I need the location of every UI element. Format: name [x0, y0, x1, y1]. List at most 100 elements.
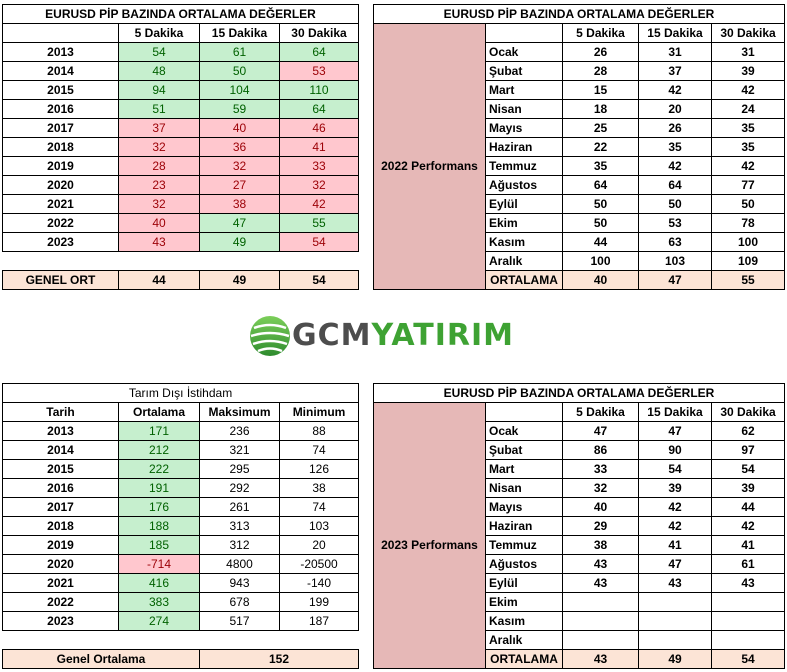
table-row: 2021 416 943 -140	[2, 573, 360, 593]
table-body: 2023 Performans Ocak 47 47 62 Şubat 86 90 97 Mart…	[373, 421, 786, 669]
value-cell: 35	[638, 137, 712, 157]
value-cell: 32	[279, 175, 359, 195]
value-cell: 25	[562, 118, 639, 138]
table-row: 2022 40 47 55	[2, 213, 359, 233]
month-cell: Şubat	[485, 440, 563, 460]
value-cell: 78	[710, 213, 786, 233]
table-row: Mayıs 25 26 35	[374, 118, 786, 138]
header-cell: Maksimum	[199, 402, 280, 422]
year-cell: 2020	[2, 175, 119, 195]
year-cell: 2023	[2, 611, 119, 631]
value-cell: 64	[279, 42, 359, 62]
table-2023-performance: EURUSD PİP BAZINDA ORTALAMA DEĞERLER 5 D…	[372, 383, 786, 669]
month-cell: Temmuz	[485, 156, 563, 176]
average-cell: 222	[118, 459, 200, 479]
min-cell: 103	[278, 516, 360, 536]
max-cell: 678	[199, 592, 280, 612]
table-row: 2015 94 104 110	[2, 80, 359, 100]
table-row: 2023 274 517 187	[2, 611, 360, 631]
table-body: 2022 Performans Ocak 26 31 31 Şubat 28 37 39 Mart…	[373, 42, 786, 290]
value-cell: 47	[638, 421, 712, 441]
value-cell: 28	[118, 156, 200, 176]
value-cell: 26	[562, 42, 639, 62]
header-cell: Tarih	[2, 402, 119, 422]
value-cell: 44	[562, 232, 639, 252]
side-label-top	[373, 23, 486, 43]
value-cell: 32	[118, 137, 200, 157]
header-cell: Minimum	[278, 402, 360, 422]
footer-label: ORTALAMA	[485, 270, 563, 290]
value-cell	[638, 592, 712, 612]
max-cell: 943	[199, 573, 280, 593]
value-cell: 59	[199, 99, 280, 119]
table-row: Şubat 86 90 97	[374, 440, 786, 460]
table-row: 2013 171 236 88	[2, 421, 360, 441]
value-cell: 35	[710, 137, 786, 157]
header-cell: 30 Dakika	[710, 23, 786, 43]
value-cell: 86	[562, 440, 639, 460]
month-cell: Ocak	[485, 421, 563, 441]
year-cell: 2017	[2, 118, 119, 138]
min-cell: 74	[278, 497, 360, 517]
table-row: Nisan 32 39 39	[374, 478, 786, 498]
month-cell: Nisan	[485, 99, 563, 119]
value-cell: 39	[638, 478, 712, 498]
value-cell: 42	[638, 516, 712, 536]
value-cell: 43	[562, 554, 639, 574]
value-cell: 62	[710, 421, 786, 441]
table-row: 2017 176 261 74	[2, 497, 360, 517]
month-cell: Haziran	[485, 137, 563, 157]
average-cell: 416	[118, 573, 200, 593]
header-cell: 5 Dakika	[118, 23, 200, 43]
min-cell: 74	[278, 440, 360, 460]
value-cell: 23	[118, 175, 200, 195]
footer-label: Genel Ortalama	[2, 649, 200, 669]
header-cell: 30 Dakika	[279, 23, 359, 43]
month-cell: Mart	[485, 459, 563, 479]
month-cell: Ağustos	[485, 175, 563, 195]
table-row: Temmuz 38 41 41	[374, 535, 786, 555]
max-cell: 517	[199, 611, 280, 631]
value-cell: 54	[279, 232, 359, 252]
year-cell: 2020	[2, 554, 119, 574]
value-cell	[710, 611, 786, 631]
gcm-yatirim-logo: GCMYATIRIM	[248, 312, 518, 358]
footer-cell: 54	[710, 649, 786, 669]
month-cell: Temmuz	[485, 535, 563, 555]
month-cell: Mayıs	[485, 118, 563, 138]
value-cell: 41	[710, 535, 786, 555]
month-cell: Eylül	[485, 573, 563, 593]
value-cell: 47	[562, 421, 639, 441]
value-cell: 110	[279, 80, 359, 100]
logo-wordmark: GCMYATIRIM	[292, 318, 514, 353]
min-cell: 38	[278, 478, 360, 498]
average-cell: 212	[118, 440, 200, 460]
value-cell: 55	[279, 213, 359, 233]
footer-cell: 44	[118, 270, 200, 290]
value-cell: 77	[710, 175, 786, 195]
month-cell: Aralık	[485, 630, 563, 650]
value-cell: 54	[638, 459, 712, 479]
month-cell: Kasım	[485, 232, 563, 252]
value-cell: 42	[279, 194, 359, 214]
value-cell: 53	[638, 213, 712, 233]
month-cell: Aralık	[485, 251, 563, 271]
value-cell: 37	[638, 61, 712, 81]
value-cell: 64	[279, 99, 359, 119]
value-cell: 41	[638, 535, 712, 555]
table-body: 2013 171 236 88 2014 212 321 74 2015 222 295 126 201…	[2, 421, 360, 631]
max-cell: 313	[199, 516, 280, 536]
value-cell: 103	[638, 251, 712, 271]
header-row: 5 Dakika 15 Dakika 30 Dakika	[373, 23, 786, 43]
value-cell: 32	[562, 478, 639, 498]
footer-cell: 47	[638, 270, 712, 290]
value-cell: 42	[638, 156, 712, 176]
month-cell: Kasım	[485, 611, 563, 631]
table-row: Kasım 44 63 100	[374, 232, 786, 252]
year-cell: 2018	[2, 516, 119, 536]
value-cell: 43	[562, 573, 639, 593]
month-cell: Nisan	[485, 478, 563, 498]
average-cell: 188	[118, 516, 200, 536]
value-cell: 43	[710, 573, 786, 593]
value-cell: 39	[710, 61, 786, 81]
